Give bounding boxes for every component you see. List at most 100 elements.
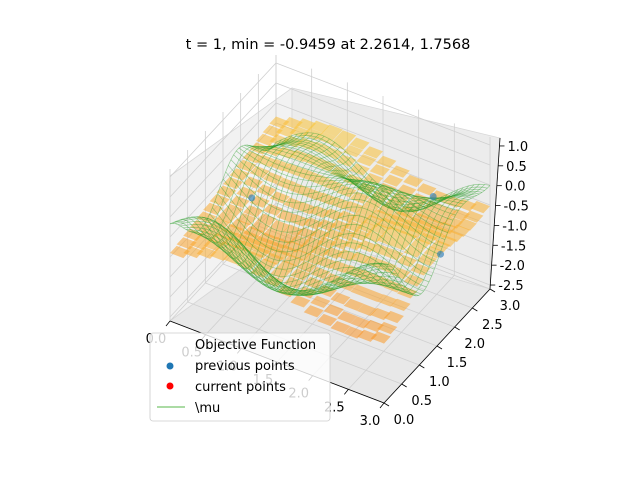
mesh-line-y [233, 154, 448, 233]
mesh-line-y [191, 231, 406, 296]
mesh-line-x [378, 184, 485, 295]
surface-patch [349, 137, 370, 150]
z-tick-label: 1.0 [507, 140, 528, 155]
surface-patch [256, 258, 277, 271]
mesh-line-x [292, 180, 400, 296]
surface-patch [283, 254, 304, 267]
surface-patch [277, 284, 297, 298]
surface-patch [450, 224, 471, 237]
surface-patch [276, 125, 297, 138]
mesh-line-y [188, 230, 403, 296]
surface-patch [263, 203, 284, 216]
surface-patch [309, 120, 330, 133]
mesh-line-y [212, 207, 427, 288]
legend-marker-current [166, 382, 174, 390]
surface-patch [323, 179, 344, 192]
surface-patch [363, 146, 383, 159]
surface-patch [383, 198, 404, 211]
surface-patch [430, 239, 451, 253]
surface-patch [389, 165, 410, 178]
surface-patch [256, 184, 277, 197]
surface-patch [316, 236, 337, 250]
mesh-line-y [185, 229, 400, 296]
surface-patch [309, 173, 330, 186]
mesh-line-y [265, 140, 480, 213]
mesh-line-x [373, 184, 480, 293]
surface-patch [329, 196, 350, 210]
surface-patch [369, 164, 390, 177]
y-tick-label: 1.0 [429, 375, 450, 390]
surface-patch [262, 125, 283, 138]
surface-patch [376, 155, 397, 168]
surface-patch [322, 124, 343, 137]
surface-patch [250, 265, 271, 278]
z-tick-label: -2.0 [500, 259, 525, 274]
surface-patch [356, 182, 377, 195]
surface-patch [396, 231, 417, 244]
mesh-line-y [198, 229, 414, 296]
surface-patch [282, 117, 303, 130]
surface-patch [303, 188, 324, 201]
surface-patch [403, 226, 424, 239]
legend-label-current: current points [195, 380, 286, 395]
surface-patch [236, 258, 257, 271]
surface-patch [276, 209, 297, 223]
surface-patch [329, 166, 350, 179]
surface-patch [423, 228, 444, 242]
surface-patch [403, 200, 424, 213]
surface-patch [343, 173, 364, 187]
chart-title: t = 1, min = -0.9459 at 2.2614, 1.7568 [186, 37, 471, 53]
mesh-line-x [186, 135, 293, 244]
mesh-line-y [267, 139, 483, 213]
surface-patch [189, 220, 210, 233]
surface-patch [303, 305, 324, 318]
surface-patch [263, 227, 284, 240]
surface-patch [209, 194, 230, 207]
surface-patch [330, 321, 351, 334]
mesh-line-y [241, 145, 456, 216]
z-axis-line [489, 137, 501, 290]
mesh-line-y [175, 218, 390, 292]
surface-patch [336, 228, 357, 241]
surface-patch [223, 203, 244, 217]
surface-patch [410, 223, 431, 236]
mesh-line-y [246, 144, 461, 208]
mesh-line-y [275, 132, 491, 204]
mesh-line-x [239, 151, 346, 289]
surface-patch [396, 206, 417, 219]
y-tick-label: 1.5 [447, 356, 468, 371]
surface-patch [417, 253, 437, 267]
surface-patch [310, 228, 330, 241]
surface-patch [216, 211, 237, 224]
surface-patch [370, 331, 391, 344]
surface-patch [423, 200, 444, 213]
surface-patch [256, 242, 277, 255]
surface-patch [343, 265, 364, 278]
surface-patch [350, 251, 371, 265]
mesh-line-y [228, 165, 443, 248]
surface-patch [383, 280, 404, 293]
surface-patch [243, 250, 264, 264]
mesh-line-y [183, 227, 398, 295]
surface-patch [269, 134, 290, 147]
surface-patch [236, 159, 257, 172]
x-tick-mark [344, 389, 349, 395]
mesh-line-x [255, 167, 362, 294]
surface-patch [269, 159, 290, 172]
legend-marker-previous [166, 362, 174, 370]
grid-line-z [169, 102, 491, 218]
mesh-line-y [257, 144, 472, 206]
surface-patch [269, 116, 290, 129]
surface-patch [196, 211, 217, 224]
surface-patch [290, 248, 311, 262]
surface-patch [470, 201, 490, 214]
surface-patch [296, 137, 317, 150]
previous-point [248, 194, 256, 202]
mesh-line-x [260, 172, 368, 295]
mesh-line-x [282, 179, 389, 296]
surface-patch [330, 237, 351, 250]
surface-patch [363, 197, 384, 211]
surface-patch [229, 168, 250, 181]
surface-patch [403, 174, 424, 188]
